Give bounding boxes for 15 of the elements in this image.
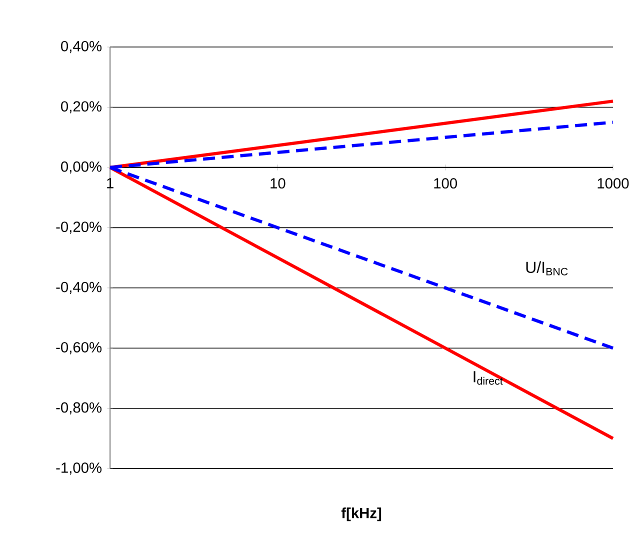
x-tick-label: 1000 <box>598 178 629 189</box>
y-tick-label: 0,00% <box>61 162 102 174</box>
x-tick-label: 1 <box>107 178 114 188</box>
y-tick-label: -1,00% <box>56 462 102 475</box>
y-tick-label: 0,20% <box>61 101 102 114</box>
y-tick-label: -0,20% <box>56 222 102 234</box>
x-tick-label: 100 <box>434 178 457 189</box>
x-tick-label: 10 <box>270 178 286 189</box>
y-tick-label: -0,60% <box>56 342 102 354</box>
annotation: U/I$_{BNC}$ <box>526 261 568 276</box>
x-axis-title: f[kHz] <box>341 508 382 522</box>
y-tick-label: -0,40% <box>56 282 102 294</box>
y-tick-label: -0,80% <box>56 402 102 415</box>
annotation: I$_{direct}$ <box>474 371 503 385</box>
y-tick-label: 0,40% <box>61 41 102 54</box>
